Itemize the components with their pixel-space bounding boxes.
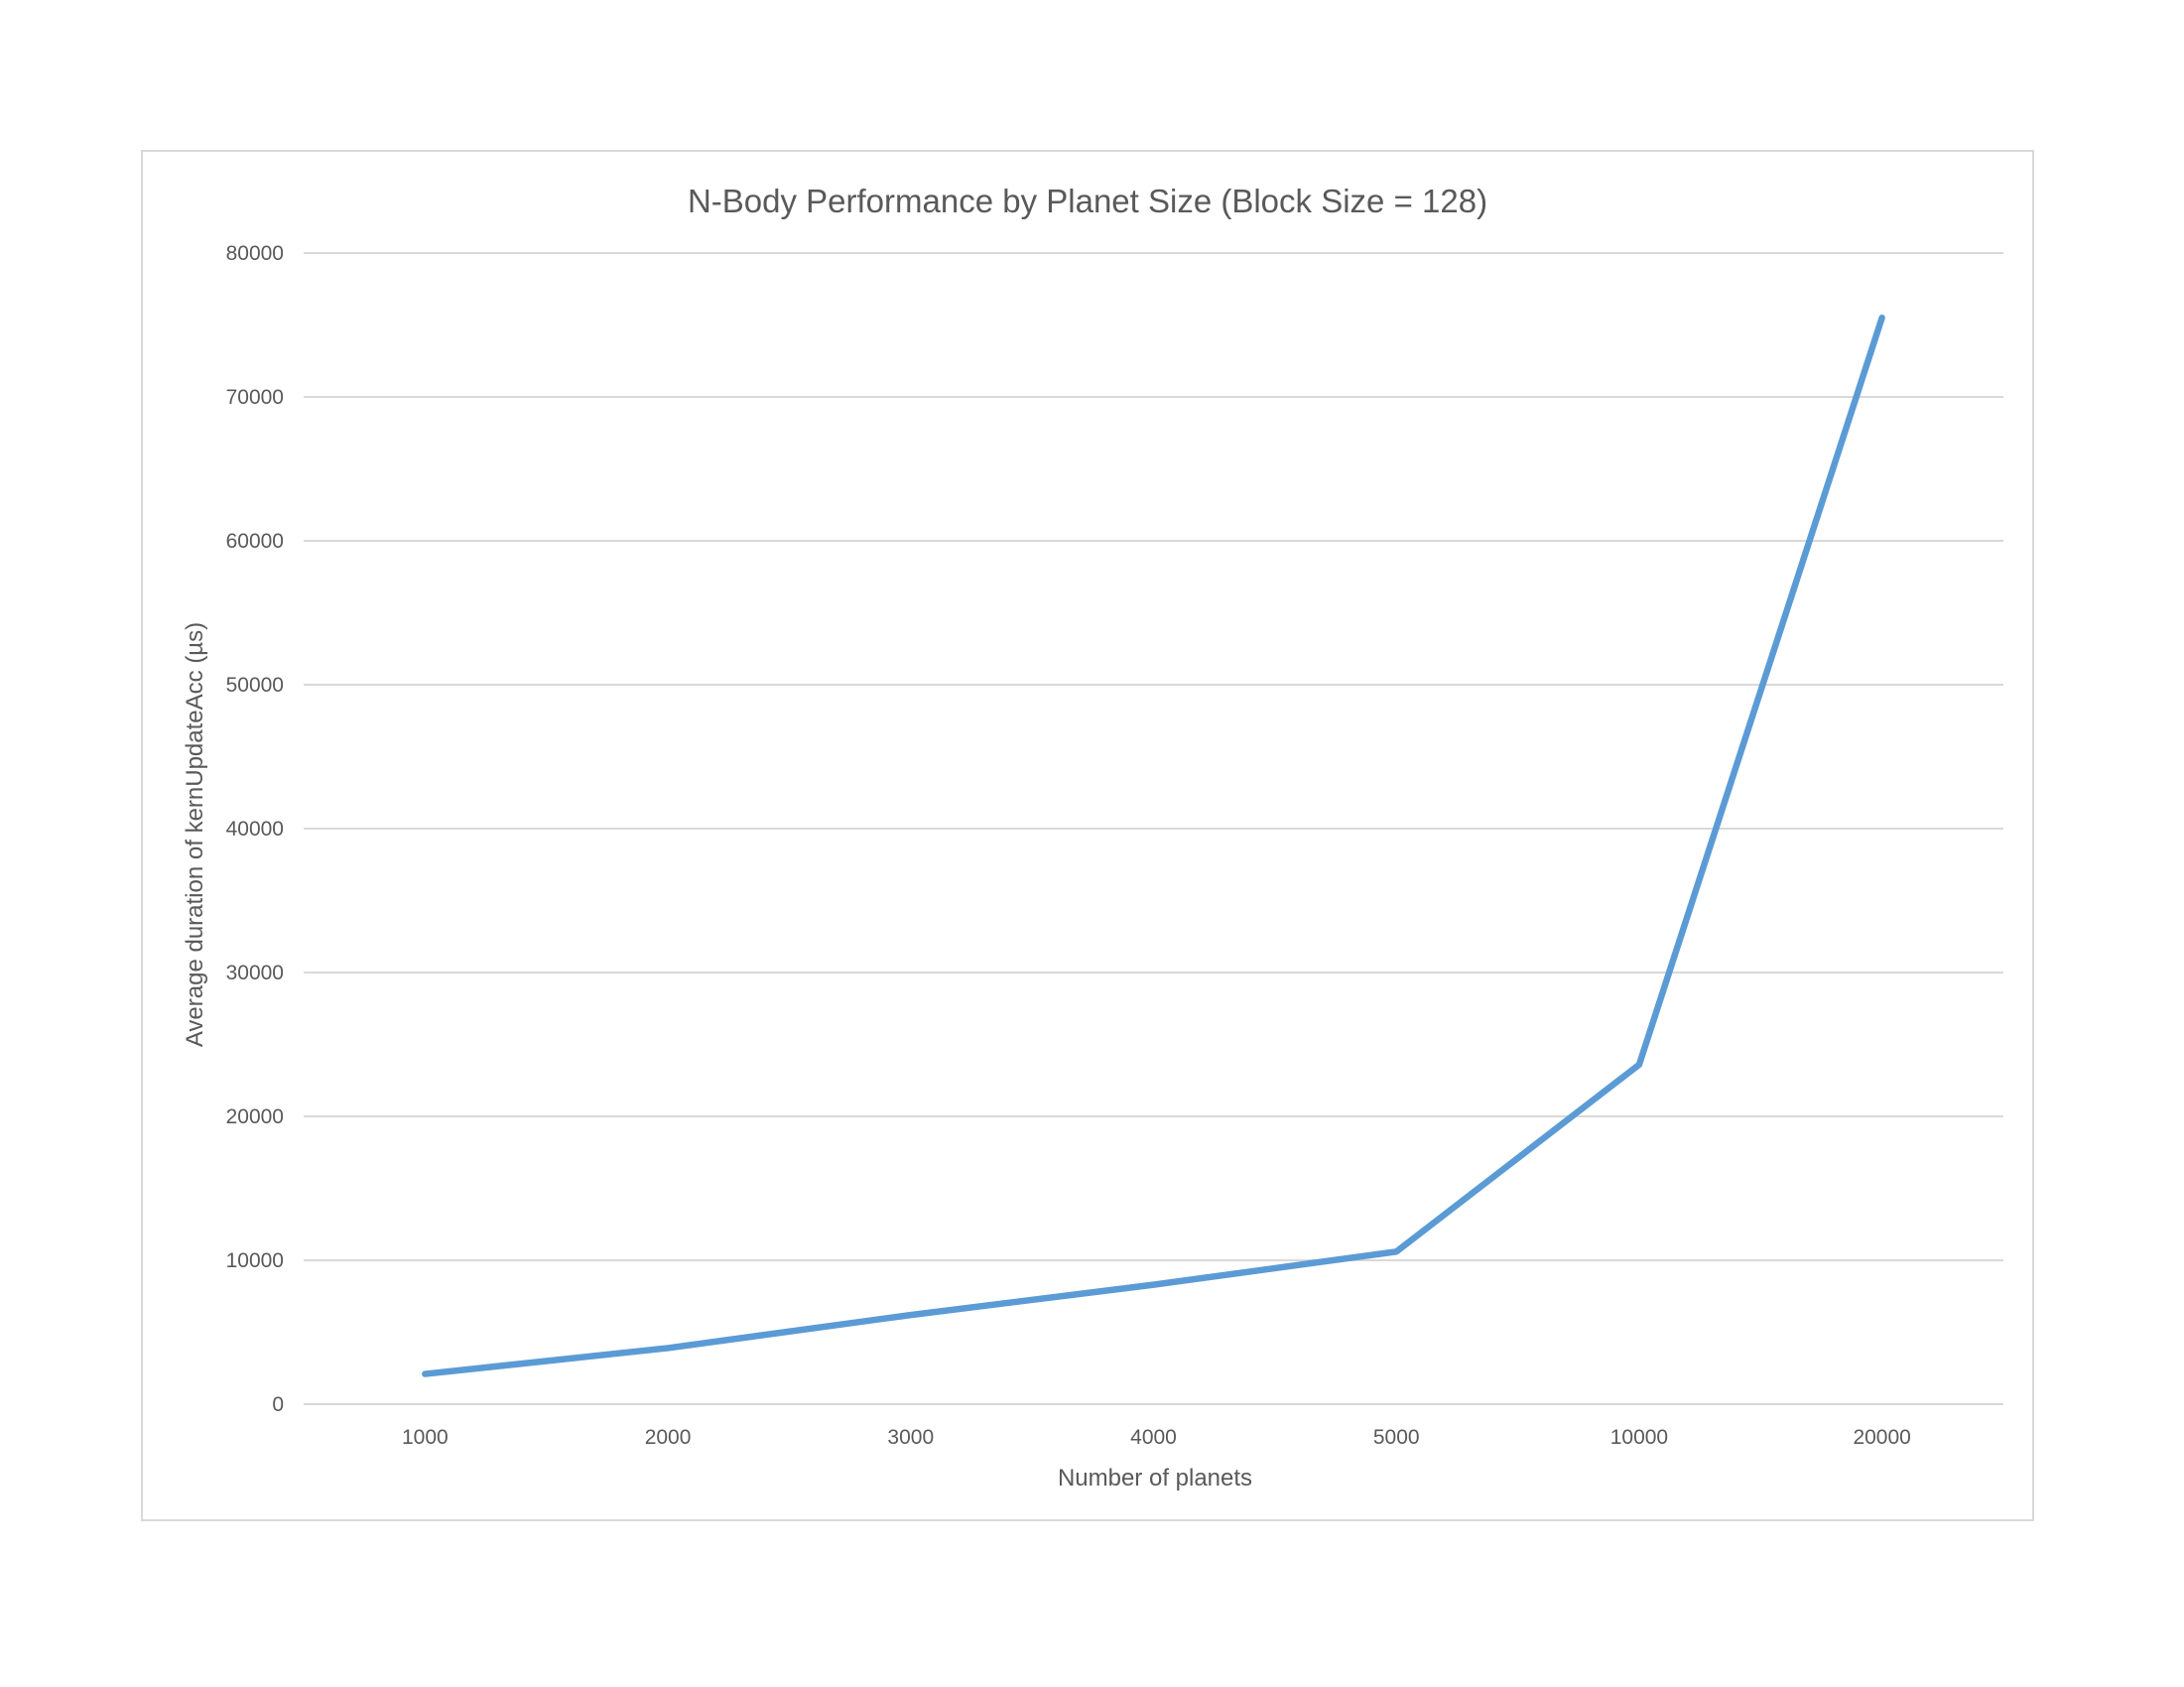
x-tick-label: 1000	[402, 1426, 449, 1449]
y-tick-label: 70000	[226, 386, 284, 409]
chart-area: N-Body Performance by Planet Size (Block…	[141, 150, 2034, 1521]
y-tick-label: 10000	[226, 1249, 284, 1272]
y-tick-label: 30000	[226, 962, 284, 984]
y-tick-label: 60000	[226, 530, 284, 553]
y-tick-label: 40000	[226, 818, 284, 841]
x-tick-label: 5000	[1373, 1426, 1420, 1449]
line-chart: N-Body Performance by Planet Size (Block…	[182, 183, 2003, 1492]
y-tick-label: 20000	[226, 1105, 284, 1128]
x-axis-title: Number of planets	[1058, 1465, 1252, 1492]
series-line	[422, 315, 1885, 1377]
x-tick-label: 20000	[1853, 1426, 1910, 1449]
y-axis-tick-labels: 0 10000 20000 30000 40000 50000 60000 70000 8000…	[226, 242, 284, 1416]
x-axis-tick-labels: 1000 2000 3000 4000 5000 10000 20000	[402, 1426, 1911, 1449]
x-tick-label: 4000	[1130, 1426, 1177, 1449]
y-tick-label: 0	[272, 1393, 284, 1416]
x-tick-label: 3000	[887, 1426, 934, 1449]
x-tick-label: 10000	[1610, 1426, 1668, 1449]
gridlines	[304, 252, 2003, 1405]
y-tick-label: 80000	[226, 242, 284, 265]
y-axis-title: Average duration of kernUpdateAcc (µs)	[182, 622, 208, 1047]
series-group	[422, 315, 1885, 1377]
chart-title: N-Body Performance by Planet Size (Block…	[688, 183, 1487, 219]
x-tick-label: 2000	[645, 1426, 692, 1449]
y-tick-label: 50000	[226, 674, 284, 697]
